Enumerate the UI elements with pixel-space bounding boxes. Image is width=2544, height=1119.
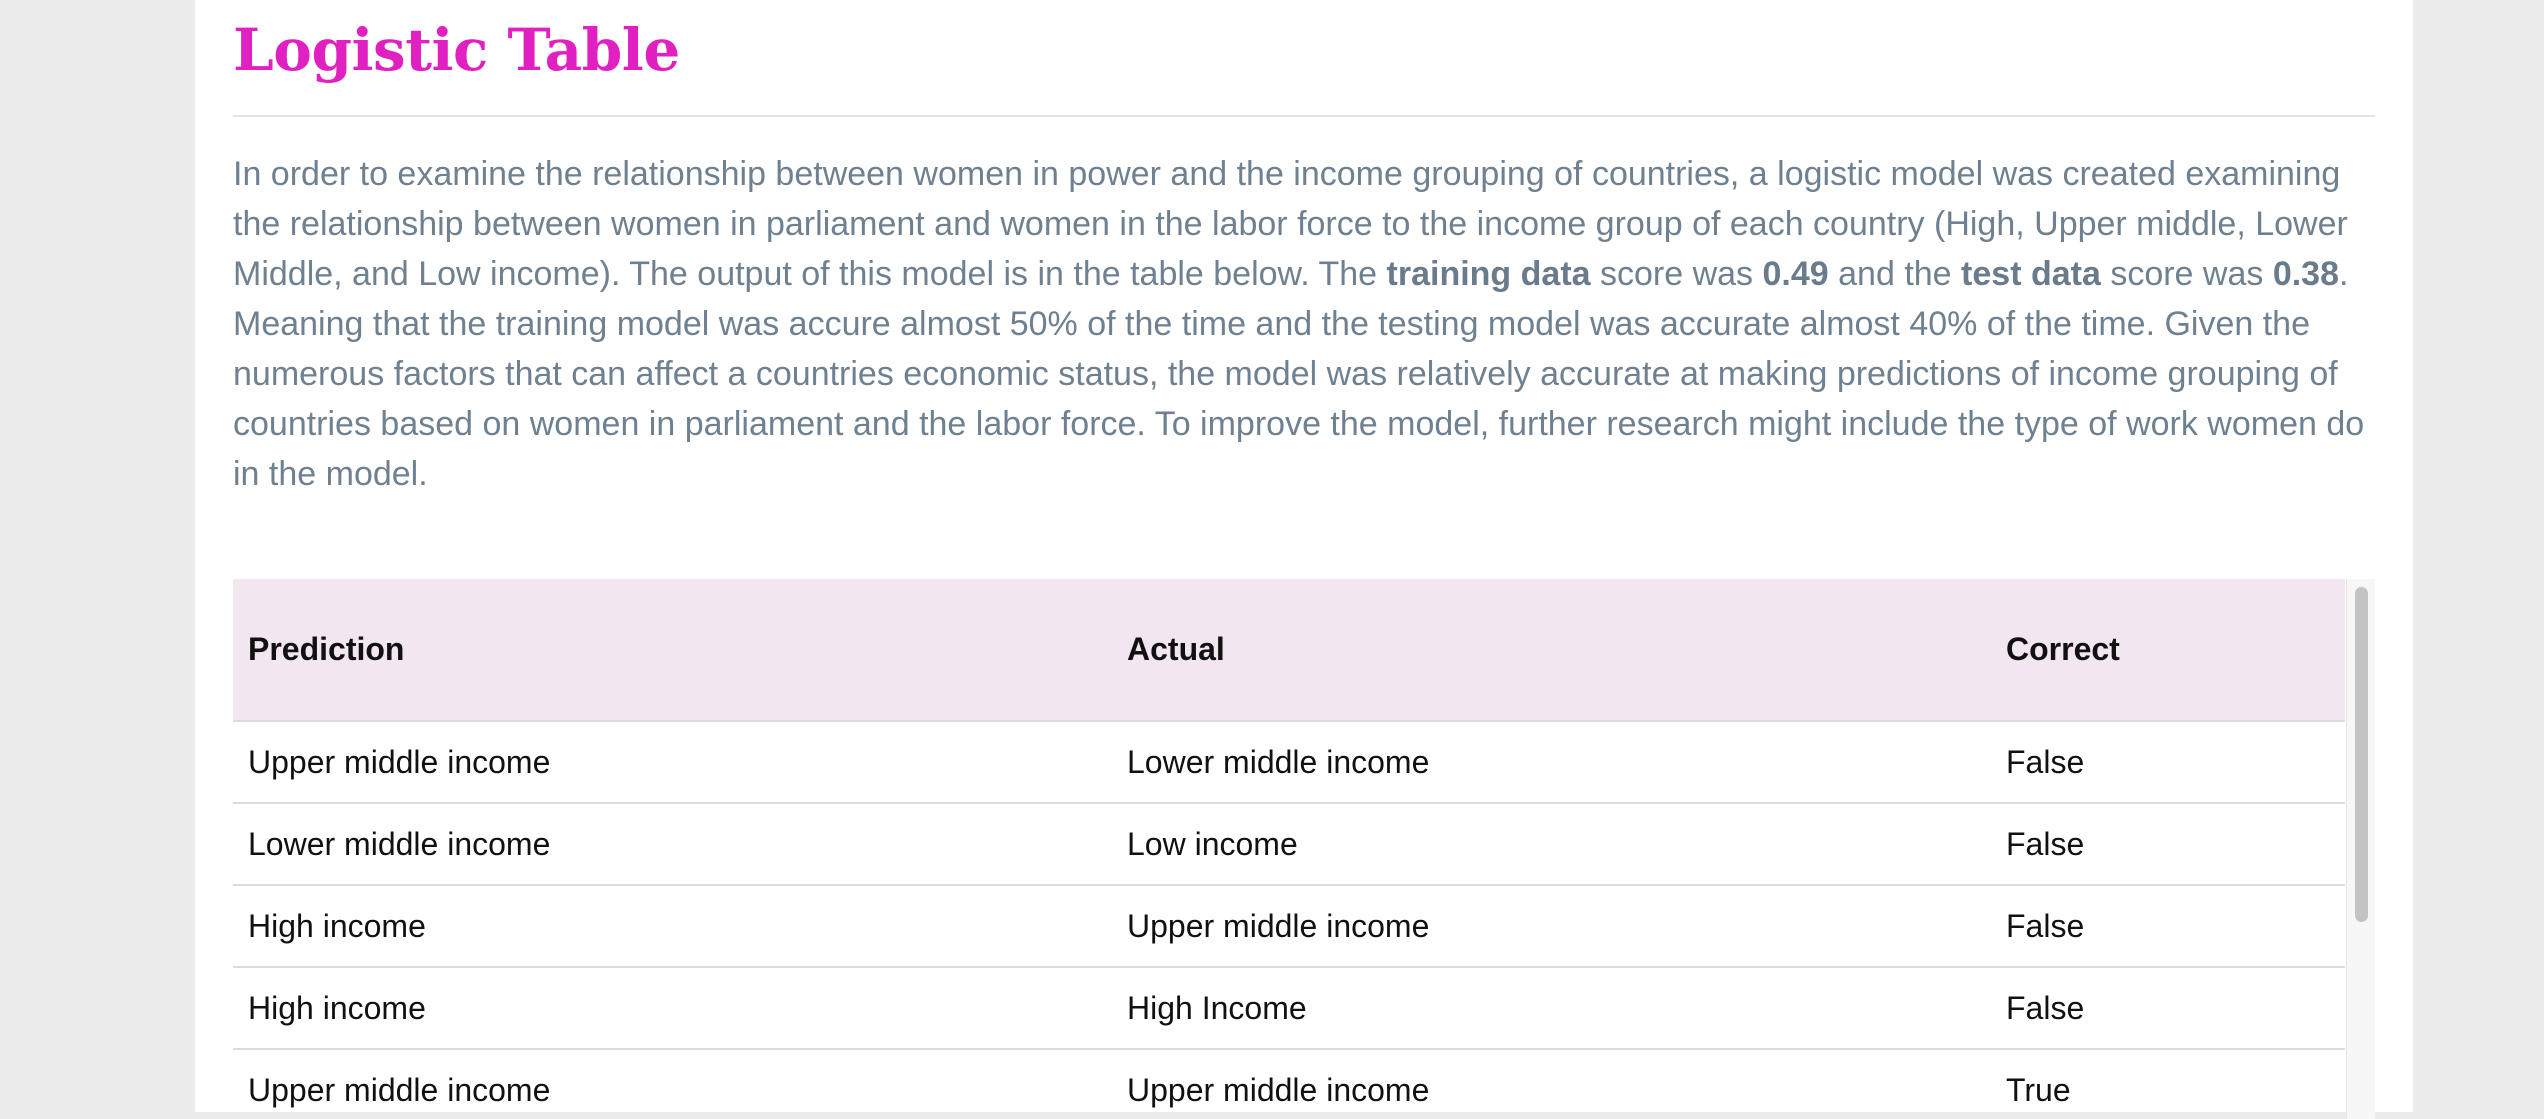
table-row: Lower middle income Low income False (233, 803, 2345, 885)
section-title: Logistic Table (233, 16, 680, 84)
title-divider (233, 115, 2375, 117)
description-paragraph: In order to examine the relationship bet… (233, 149, 2383, 499)
table-row: High income High Income False (233, 967, 2345, 1049)
results-table-container[interactable]: Prediction Actual Correct Upper middle i… (233, 579, 2375, 1119)
paragraph-text: In order to examine the relationship bet… (233, 155, 2348, 293)
paragraph-text: . Meaning that the training model was ac… (233, 255, 2365, 493)
column-header-prediction: Prediction (248, 631, 405, 667)
actual-cell: High Income (1127, 989, 1307, 1026)
table-row: Upper middle income Upper middle income … (233, 1049, 2345, 1119)
test-score: 0.38 (2272, 255, 2340, 293)
table-header-row: Prediction Actual Correct (233, 579, 2345, 721)
table-row: Upper middle income Lower middle income … (233, 721, 2345, 803)
table-row: High income Upper middle income False (233, 885, 2345, 967)
correct-cell: False (2006, 825, 2085, 862)
actual-cell: Low income (1127, 825, 1298, 862)
results-table: Prediction Actual Correct Upper middle i… (233, 579, 2345, 1119)
prediction-cell: High income (248, 989, 426, 1026)
actual-cell: Upper middle income (1127, 907, 1430, 944)
paragraph-text: score was (2100, 255, 2273, 293)
test-data-label: test data (1961, 255, 2101, 293)
table-scrollbar-thumb[interactable] (2355, 587, 2368, 922)
correct-cell: False (2006, 743, 2085, 780)
training-score: 0.49 (1762, 255, 1829, 293)
actual-cell: Lower middle income (1127, 743, 1430, 780)
column-header-correct: Correct (2006, 631, 2120, 667)
actual-cell: Upper middle income (1127, 1071, 1430, 1108)
prediction-cell: Upper middle income (248, 1071, 551, 1108)
paragraph-text: and the (1828, 255, 1962, 293)
correct-cell: False (2006, 989, 2085, 1026)
page-content: Logistic Table In order to examine the r… (195, 0, 2413, 1119)
correct-cell: True (2006, 1071, 2071, 1108)
prediction-cell: Upper middle income (248, 743, 551, 780)
correct-cell: False (2006, 907, 2085, 944)
table-scrollbar[interactable] (2346, 579, 2375, 1119)
training-data-label: training data (1386, 255, 1591, 293)
paragraph-text: score was (1590, 255, 1763, 293)
prediction-cell: High income (248, 907, 426, 944)
prediction-cell: Lower middle income (248, 825, 551, 862)
column-header-actual: Actual (1127, 631, 1225, 667)
